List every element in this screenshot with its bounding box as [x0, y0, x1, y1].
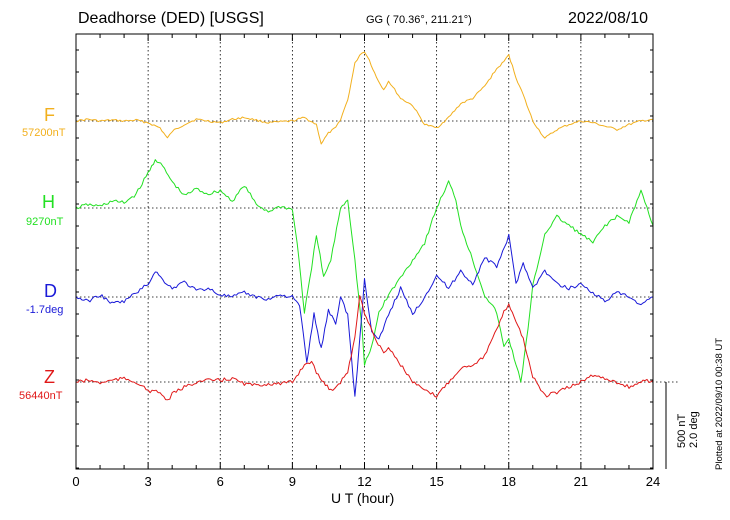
scale-label-deg: 2.0 deg — [688, 411, 700, 448]
component-baselines — [76, 120, 680, 383]
x-tick-label: 3 — [145, 474, 152, 489]
x-axis-label: U T (hour) — [331, 490, 395, 506]
component-baseline-label-z: 56440nT — [19, 390, 63, 402]
chart-series — [75, 51, 654, 401]
component-label-z: Z — [44, 367, 55, 387]
x-tick-label: 15 — [429, 474, 443, 489]
x-tick-label: 24 — [646, 474, 660, 489]
x-tick-label: 6 — [217, 474, 224, 489]
component-label-h: H — [42, 192, 55, 212]
station-coordinates: GG ( 70.36°, 211.21°) — [366, 14, 472, 26]
x-axis-ticks: 0 3 6 9 12 15 18 21 24 — [72, 34, 660, 489]
series-line-h — [75, 159, 654, 383]
station-title: Deadhorse (DED) [USGS] — [78, 10, 264, 27]
x-tick-label: 12 — [357, 474, 371, 489]
component-baseline-label-h: 9270nT — [26, 216, 64, 228]
component-label-d: D — [44, 281, 57, 301]
x-tick-label: 18 — [502, 474, 516, 489]
x-tick-label: 21 — [574, 474, 588, 489]
plot-date: 2022/08/10 — [568, 10, 649, 27]
plotted-timestamp: Plotted at 2022/09/10 00:38 UT — [714, 337, 725, 470]
series-line-d — [75, 233, 654, 397]
series-line-z — [76, 295, 654, 401]
chart-grid — [147, 34, 582, 469]
component-baseline-label-f: 57200nT — [22, 127, 66, 139]
scale-label-nt: 500 nT — [676, 413, 688, 448]
series-line-f — [75, 51, 654, 145]
x-tick-label: 9 — [289, 474, 296, 489]
x-tick-label: 0 — [72, 474, 79, 489]
component-label-f: F — [44, 105, 55, 125]
component-baseline-label-d: -1.7deg — [26, 304, 64, 316]
